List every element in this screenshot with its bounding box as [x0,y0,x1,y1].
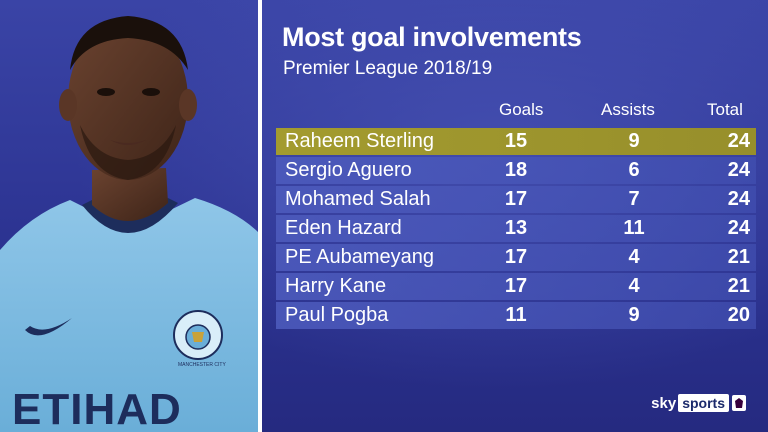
assists-value: 9 [628,130,640,152]
header-goals: Goals [499,100,544,119]
brand-sports: sports [678,394,729,412]
total-value: 24 [727,217,750,239]
assists-value: 4 [628,246,640,268]
goals-value: 15 [504,130,528,152]
premier-league-icon [732,395,746,411]
total-value: 21 [727,246,750,268]
goals-value: 17 [504,275,528,297]
player-name: Paul Pogba [285,304,389,326]
total-value: 24 [727,159,750,181]
player-name: Eden Hazard [285,217,402,239]
table-row: Mohamed Salah 17 7 24 [276,186,756,213]
divider [258,0,262,432]
header-total: Total [707,100,743,119]
sky-sports-logo: sky sports [651,393,746,413]
goals-value: 13 [504,217,528,239]
table-row: Paul Pogba 11 9 20 [276,302,756,329]
stats-table: Raheem Sterling 15 9 24 Sergio Aguero 18 6 24 Mo… [276,128,756,331]
brand-sky: sky [651,394,677,412]
goals-value: 17 [504,246,528,268]
header-assists: Assists [601,100,655,119]
table-row: PE Aubameyang 17 4 21 [276,244,756,271]
total-value: 24 [727,188,750,210]
player-name: Harry Kane [285,275,387,297]
player-photo: ETIHAD MANCHESTER CITY [0,0,258,432]
table-row: Sergio Aguero 18 6 24 [276,157,756,184]
assists-value: 7 [628,188,640,210]
goals-value: 11 [505,304,527,326]
chart-title: Most goal involvements [282,22,582,52]
assists-value: 9 [628,304,640,326]
goals-value: 17 [504,188,528,210]
player-name: Mohamed Salah [285,188,431,210]
player-name: Sergio Aguero [285,159,412,181]
chart-subtitle: Premier League 2018/19 [283,58,493,79]
table-row: Eden Hazard 13 11 24 [276,215,756,242]
total-value: 20 [727,304,750,326]
table-row: Harry Kane 17 4 21 [276,273,756,300]
assists-value: 11 [623,217,645,239]
assists-value: 4 [628,275,640,297]
assists-value: 6 [628,159,640,181]
table-row: Raheem Sterling 15 9 24 [276,128,756,155]
total-value: 24 [727,130,750,152]
sponsor-text: ETIHAD [12,385,182,432]
goals-value: 18 [504,159,528,181]
player-name: PE Aubameyang [285,246,434,268]
total-value: 21 [727,275,750,297]
player-name: Raheem Sterling [285,130,434,152]
club-text: MANCHESTER CITY [178,362,226,368]
